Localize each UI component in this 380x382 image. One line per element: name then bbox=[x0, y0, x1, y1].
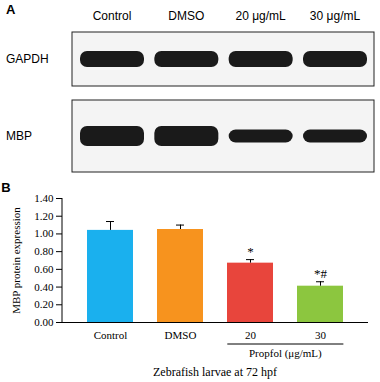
svg-text:1.40: 1.40 bbox=[34, 192, 54, 204]
svg-text:Propfol (μg/mL): Propfol (μg/mL) bbox=[249, 347, 322, 360]
svg-text:A: A bbox=[6, 2, 16, 17]
svg-text:B: B bbox=[1, 180, 10, 195]
svg-text:*: * bbox=[247, 244, 254, 259]
svg-text:0.40: 0.40 bbox=[34, 281, 54, 293]
svg-text:0.80: 0.80 bbox=[34, 245, 54, 257]
svg-text:GAPDH: GAPDH bbox=[6, 52, 49, 66]
svg-text:Control: Control bbox=[94, 329, 128, 341]
svg-text:MBP protein expression: MBP protein expression bbox=[10, 207, 22, 314]
svg-text:DMSO: DMSO bbox=[168, 9, 204, 23]
svg-text:30 μg/mL: 30 μg/mL bbox=[310, 9, 361, 23]
svg-text:1.00: 1.00 bbox=[34, 227, 54, 239]
svg-text:Zebrafish larvae at 72 hpf: Zebrafish larvae at 72 hpf bbox=[153, 365, 277, 379]
svg-text:30: 30 bbox=[315, 329, 327, 341]
svg-text:20 μg/mL: 20 μg/mL bbox=[236, 9, 287, 23]
svg-text:*#: *# bbox=[314, 266, 328, 281]
svg-text:0.60: 0.60 bbox=[34, 263, 54, 275]
svg-text:0.20: 0.20 bbox=[34, 298, 54, 310]
svg-text:MBP: MBP bbox=[6, 129, 32, 143]
svg-text:0.00: 0.00 bbox=[34, 316, 54, 328]
svg-text:20: 20 bbox=[245, 329, 257, 341]
svg-text:Control: Control bbox=[93, 9, 132, 23]
svg-text:1.20: 1.20 bbox=[34, 210, 54, 222]
svg-text:DMSO: DMSO bbox=[165, 329, 197, 341]
